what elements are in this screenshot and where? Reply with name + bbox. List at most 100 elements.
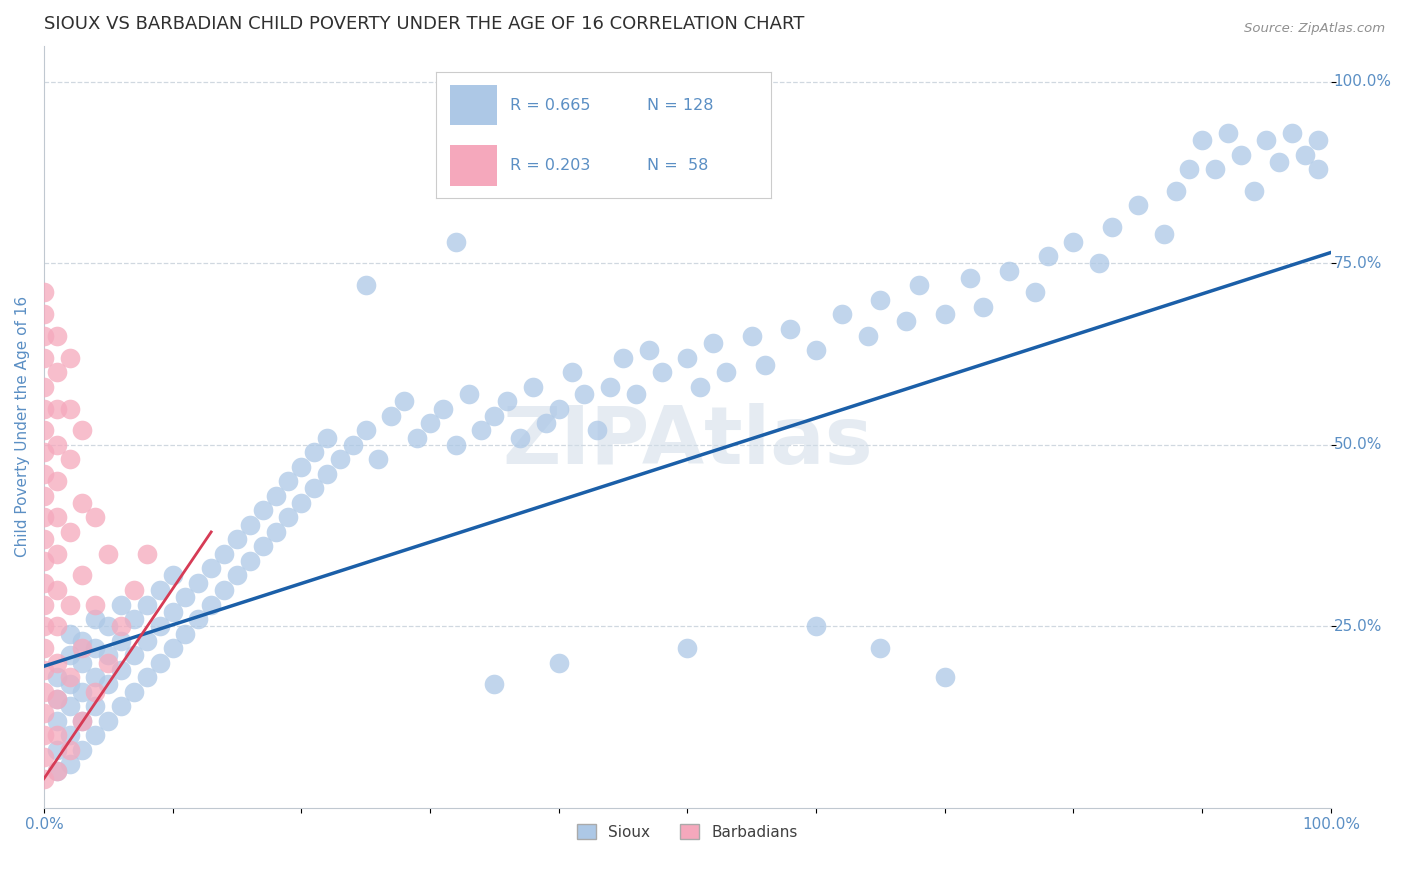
Point [59, 598, 82, 612]
Point [484, 677, 506, 691]
Point [97, 714, 120, 728]
Point [72, 684, 94, 698]
Point [122, 648, 145, 663]
Point [45, 691, 67, 706]
Point [45, 764, 67, 779]
Point [200, 598, 222, 612]
Point [110, 598, 132, 612]
Point [226, 532, 249, 546]
Point [714, 365, 737, 379]
Point [97, 619, 120, 633]
Point [1294, 147, 1316, 161]
Point [316, 431, 339, 445]
Point [45, 547, 67, 561]
Point [32, 554, 55, 568]
Point [509, 431, 531, 445]
Point [290, 496, 312, 510]
Point [72, 742, 94, 756]
Point [32, 575, 55, 590]
Point [72, 714, 94, 728]
Point [32, 307, 55, 321]
Point [59, 728, 82, 742]
Point [97, 547, 120, 561]
Point [354, 278, 377, 293]
Point [239, 554, 262, 568]
Point [406, 431, 429, 445]
Point [32, 641, 55, 656]
Point [97, 648, 120, 663]
Point [264, 489, 287, 503]
Point [45, 656, 67, 670]
Point [1166, 184, 1188, 198]
Point [84, 684, 107, 698]
Point [72, 568, 94, 582]
Point [856, 329, 879, 343]
Point [741, 329, 763, 343]
Point [149, 582, 172, 597]
Point [367, 452, 389, 467]
Point [1204, 162, 1226, 177]
Point [599, 380, 621, 394]
Point [444, 235, 467, 249]
Point [264, 524, 287, 539]
Point [277, 510, 299, 524]
Point [72, 714, 94, 728]
Point [1024, 285, 1046, 300]
Point [187, 575, 209, 590]
Point [676, 351, 699, 365]
Point [869, 293, 891, 307]
Point [59, 757, 82, 772]
Point [522, 380, 544, 394]
Legend: Sioux, Barbadians: Sioux, Barbadians [571, 818, 803, 846]
Point [97, 656, 120, 670]
Point [290, 459, 312, 474]
Point [779, 322, 801, 336]
Point [534, 416, 557, 430]
Point [302, 445, 325, 459]
Point [380, 409, 402, 423]
Point [894, 314, 917, 328]
Point [547, 656, 569, 670]
Point [174, 591, 197, 605]
Text: 50.0%: 50.0% [1333, 437, 1382, 452]
Point [1306, 133, 1329, 147]
Point [484, 409, 506, 423]
Point [110, 633, 132, 648]
Point [84, 699, 107, 714]
Point [32, 598, 55, 612]
Point [470, 423, 492, 437]
Point [252, 540, 274, 554]
Point [45, 474, 67, 488]
Point [59, 670, 82, 684]
Point [1062, 235, 1084, 249]
Point [72, 423, 94, 437]
Point [908, 278, 931, 293]
Point [302, 482, 325, 496]
Point [162, 605, 184, 619]
Point [32, 380, 55, 394]
Point [316, 467, 339, 481]
Point [212, 547, 235, 561]
Point [560, 365, 582, 379]
Point [547, 401, 569, 416]
Point [84, 670, 107, 684]
Point [934, 307, 956, 321]
Point [1281, 126, 1303, 140]
Point [135, 547, 157, 561]
Point [689, 380, 711, 394]
Point [84, 598, 107, 612]
Point [45, 510, 67, 524]
Point [637, 343, 659, 358]
Point [45, 582, 67, 597]
Point [110, 699, 132, 714]
Point [32, 663, 55, 677]
Point [1268, 154, 1291, 169]
Point [32, 619, 55, 633]
Point [45, 714, 67, 728]
Text: 25.0%: 25.0% [1333, 619, 1382, 634]
Point [804, 619, 827, 633]
Point [32, 351, 55, 365]
Point [676, 641, 699, 656]
Point [32, 772, 55, 786]
Point [32, 706, 55, 721]
